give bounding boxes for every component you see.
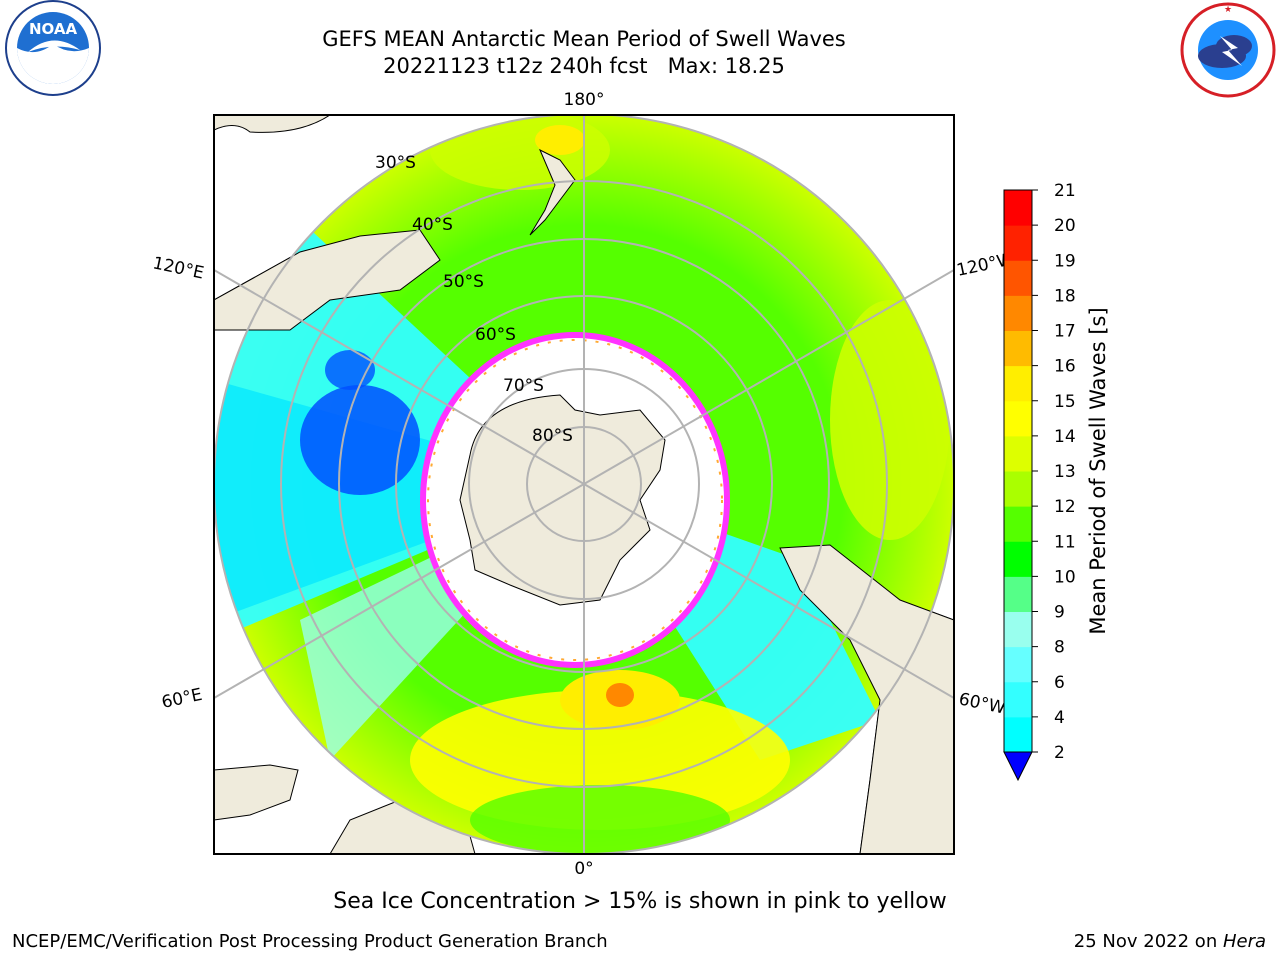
- svg-text:★: ★: [1224, 5, 1232, 15]
- colorbar-extend-arrow: [1003, 751, 1033, 782]
- chart-title: GEFS MEAN Antarctic Mean Period of Swell…: [322, 27, 846, 51]
- lat-label-40s: 40°S: [412, 215, 453, 235]
- colorbar-segment: [1004, 576, 1032, 612]
- colorbar-tick-label: 13: [1054, 462, 1076, 482]
- colorbar-segment: [1004, 190, 1032, 226]
- colorbar-tick-label: 9: [1054, 603, 1065, 623]
- colorbar-segment: [1004, 541, 1032, 577]
- noaa-logo: NOAA: [5, 0, 101, 96]
- noaa-logo-text: NOAA: [29, 20, 78, 38]
- nws-logo: ★: [1180, 2, 1276, 98]
- colorbar-segment: [1004, 471, 1032, 507]
- colorbar-segment: [1004, 295, 1032, 331]
- colorbar-tick-label: 16: [1054, 357, 1076, 377]
- colorbar-tick-label: 2: [1054, 743, 1065, 763]
- colorbar-tick-label: 21: [1054, 181, 1076, 201]
- lat-label-50s: 50°S: [443, 272, 484, 292]
- footer-date: 25 Nov 2022 on Hera: [1074, 931, 1266, 952]
- colorbar-tick-label: 12: [1054, 497, 1076, 517]
- latitude-labels: 30°S 40°S 50°S 60°S 70°S 80°S: [375, 153, 573, 446]
- lat-label-30s: 30°S: [375, 153, 416, 173]
- footer-host: Hera: [1222, 931, 1266, 952]
- lon-label-top: 180°: [564, 90, 605, 110]
- colorbar: 2 4 6 8 9 10 11 12 13 14 15 16 17 18 19 20 21: [1003, 181, 1076, 782]
- continents: [214, 148, 954, 854]
- footer-credit: NCEP/EMC/Verification Post Processing Pr…: [12, 931, 608, 952]
- lon-label-bottom: 0°: [574, 859, 593, 879]
- map-frame: [213, 114, 955, 855]
- colorbar-tick-label: 11: [1054, 532, 1076, 552]
- colorbar-tick-label: 18: [1054, 286, 1076, 306]
- lon-label-left-lower: 60°E: [160, 685, 204, 713]
- sea-ice-caption: Sea Ice Concentration > 15% is shown in …: [333, 889, 947, 914]
- lat-label-70s: 70°S: [503, 376, 544, 396]
- colorbar-tick-label: 20: [1054, 216, 1076, 236]
- lat-label-80s: 80°S: [532, 426, 573, 446]
- colorbar-tick-label: 14: [1054, 427, 1076, 447]
- colorbar-segment: [1004, 681, 1032, 718]
- chart-subtitle: 20221123 t12z 240h fcst Max: 18.25: [383, 54, 785, 78]
- footer-date-text: 25 Nov 2022 on: [1073, 931, 1223, 952]
- colorbar-label: Mean Period of Swell Waves [s]: [1086, 307, 1110, 634]
- colorbar-segment: [1004, 611, 1032, 648]
- colorbar-segment: [1004, 330, 1032, 367]
- lon-label-right-lower: 60°W: [957, 689, 1007, 718]
- colorbar-segment: [1004, 225, 1032, 261]
- colorbar-segment: [1004, 260, 1032, 296]
- colorbar-tick-label: 4: [1054, 708, 1065, 728]
- colorbar-tick-label: 15: [1054, 392, 1076, 412]
- colorbar-segment: [1004, 400, 1032, 437]
- colorbar-segment: [1004, 646, 1032, 683]
- colorbar-tick-label: 10: [1054, 567, 1076, 587]
- lat-label-60s: 60°S: [475, 325, 516, 345]
- colorbar-segment: [1004, 435, 1032, 472]
- colorbar-tick-label: 19: [1054, 251, 1076, 271]
- colorbar-segment: [1004, 716, 1032, 753]
- colorbar-tick-label: 6: [1054, 673, 1065, 693]
- lon-label-left-upper: 120°E: [151, 253, 206, 283]
- colorbar-tick-label: 8: [1054, 638, 1065, 658]
- graticule: [214, 115, 954, 854]
- colorbar-tick-label: 17: [1054, 322, 1076, 342]
- colorbar-segment: [1004, 365, 1032, 402]
- colorbar-segment: [1004, 506, 1032, 542]
